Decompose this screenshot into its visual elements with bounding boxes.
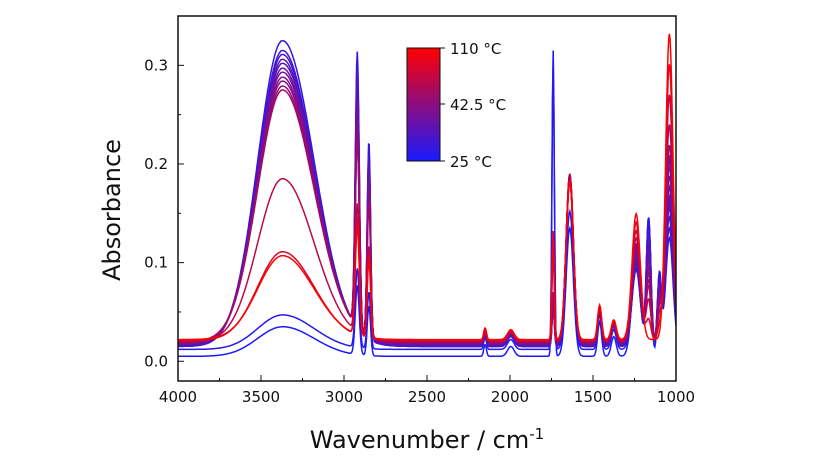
- colorbar-gradient: [406, 47, 441, 162]
- x-tick-label: 1500: [574, 388, 612, 406]
- y-axis-title: Absorbance: [98, 139, 126, 281]
- x-tick-label: 3500: [242, 388, 280, 406]
- colorbar-mid-label: 42.5 °C: [450, 96, 506, 114]
- x-axis-ticks: 4000 3500 3000 2500 2000 1500 1000: [159, 375, 695, 406]
- spectrum-line-1: [178, 63, 676, 351]
- y-tick-label: 0.2: [144, 155, 168, 173]
- spectrum-line-0: [178, 50, 676, 358]
- spectrum-line-13: [178, 94, 676, 343]
- spectrum-line-15: [178, 33, 676, 341]
- colorbar-min-label: 25 °C: [450, 153, 492, 171]
- y-tick-label: 0.0: [144, 352, 168, 370]
- x-axis-title: Wavenumber / cm-1: [310, 425, 544, 454]
- x-tick-label: 1000: [657, 388, 695, 406]
- y-axis-ticks: 0.0 0.1 0.2 0.3: [144, 15, 184, 370]
- colorbar-max-label: 110 °C: [450, 40, 501, 58]
- x-tick-label: 3000: [325, 388, 363, 406]
- series-layer: [178, 33, 676, 358]
- x-tick-label: 2500: [408, 388, 446, 406]
- spectrum-line-14: [178, 64, 676, 342]
- x-tick-label: 2000: [491, 388, 529, 406]
- temperature-colorbar: 110 °C 42.5 °C 25 °C: [406, 40, 506, 171]
- x-tick-label: 4000: [159, 388, 197, 406]
- y-tick-label: 0.3: [144, 56, 168, 74]
- y-tick-label: 0.1: [144, 254, 168, 272]
